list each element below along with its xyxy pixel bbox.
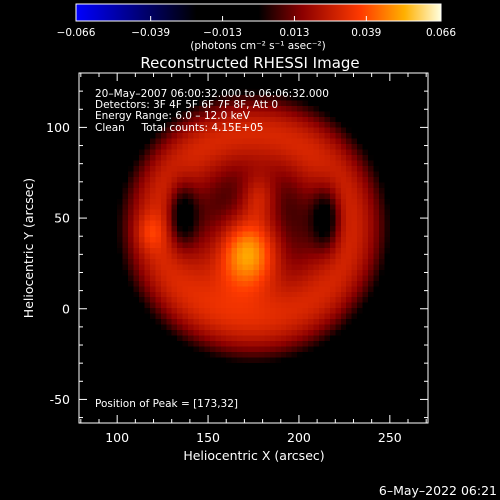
annotation-time: 20–May–2007 06:00:32.000 to 06:06:32.000 — [95, 88, 329, 100]
colorbar — [75, 3, 442, 22]
heatmap-image — [79, 73, 428, 423]
plot-frame — [78, 72, 429, 424]
y-tick-label: -50 — [50, 392, 70, 407]
colorbar-tick-label: 0.013 — [279, 27, 309, 39]
axis-ticks: 100 150 200 250 -50 0 50 100 — [46, 72, 428, 445]
colorbar-tick-label: −0.039 — [131, 27, 170, 39]
colorbar-units: (photons cm⁻² s⁻¹ asec⁻²) — [190, 40, 325, 52]
colorbar-ticks: −0.066 −0.039 −0.013 0.013 0.039 0.066 — [57, 16, 456, 39]
annotation-detectors: Detectors: 3F 4F 5F 6F 7F 8F, Att 0 — [95, 99, 278, 111]
x-tick-label: 250 — [378, 430, 402, 445]
x-axis-label: Heliocentric X (arcsec) — [183, 448, 324, 463]
annotation-energy: Energy Range: 6.0 – 12.0 keV — [95, 110, 251, 122]
y-axis-label: Heliocentric Y (arcsec) — [21, 178, 36, 318]
peak-label: Position of Peak = [173,32] — [95, 398, 238, 410]
x-tick-label: 200 — [287, 430, 311, 445]
colorbar-tick-label: 0.066 — [426, 27, 456, 39]
chart-title: Reconstructed RHESSI Image — [140, 54, 359, 72]
colorbar-tick-label: 0.039 — [351, 27, 381, 39]
y-tick-label: 0 — [62, 301, 70, 316]
timestamp: 6–May–2022 06:21 — [379, 483, 497, 498]
colorbar-tick-label: −0.013 — [203, 27, 242, 39]
y-tick-label: 100 — [46, 120, 70, 135]
info-annotations: 20–May–2007 06:00:32.000 to 06:06:32.000… — [95, 88, 329, 134]
x-tick-label: 150 — [196, 430, 220, 445]
y-tick-label: 50 — [54, 211, 70, 226]
x-tick-label: 100 — [105, 430, 129, 445]
annotation-clean: Clean Total counts: 4.15E+05 — [95, 122, 264, 134]
colorbar-tick-label: −0.066 — [57, 27, 96, 39]
